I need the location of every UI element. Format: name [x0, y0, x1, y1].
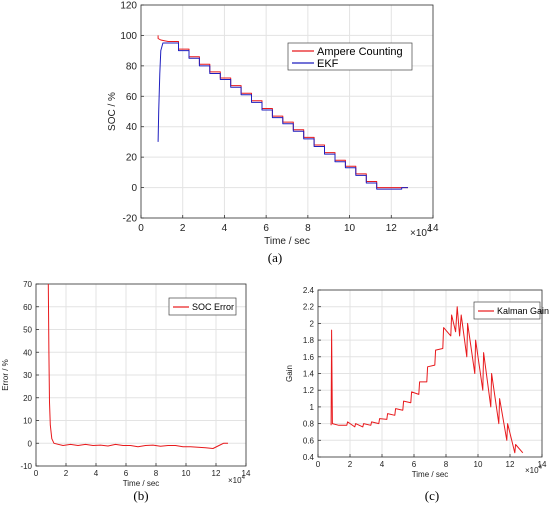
y-tick-label: 80: [126, 61, 138, 72]
x-axis-label: Time / sec: [412, 470, 449, 479]
y-tick-label: 2.2: [303, 303, 315, 312]
y-tick-label: 40: [23, 348, 32, 357]
y-tick-label: 0.4: [303, 453, 315, 462]
y-tick-label: 1: [310, 403, 315, 412]
x-tick-label: 12: [506, 460, 515, 469]
panel-label: (a): [268, 250, 282, 265]
plot-area: [141, 5, 433, 218]
y-tick-label: 60: [23, 303, 32, 312]
y-tick-label: 40: [126, 122, 138, 133]
x-tick-label: 0: [34, 469, 39, 478]
y-tick-label: 2: [310, 319, 315, 328]
legend: Kalman Gain: [473, 301, 549, 320]
x-tick-label: 12: [212, 469, 221, 478]
x-tick-label: 2: [180, 223, 186, 234]
y-tick-label: 120: [120, 1, 137, 12]
y-axis-label: Gain: [285, 365, 294, 382]
x-tick-label: 10: [344, 223, 356, 234]
x-multiplier-label: ×104: [525, 465, 543, 475]
series-line-1: [330, 306, 524, 454]
legend-box: [287, 42, 413, 71]
x-multiplier-label: ×104: [228, 475, 246, 485]
y-tick-label: 20: [126, 153, 138, 164]
x-tick-label: 0: [316, 460, 321, 469]
x-tick-label: 6: [124, 469, 129, 478]
y-tick-label: 0.8: [303, 420, 315, 429]
x-tick-label: 14: [427, 223, 439, 234]
x-tick-label: 14: [242, 469, 251, 478]
legend-label: EKF: [317, 58, 339, 70]
x-tick-label: 2: [64, 469, 69, 478]
panel-label: (c): [425, 488, 439, 503]
y-axis-label: Error / %: [1, 359, 10, 391]
y-tick-label: 20: [23, 394, 32, 403]
x-tick-label: 8: [444, 460, 449, 469]
x-tick-label: 10: [182, 469, 191, 478]
legend-box: [168, 297, 237, 316]
y-tick-label: 10: [23, 417, 32, 426]
x-tick-label: 14: [538, 460, 547, 469]
y-tick-label: 50: [23, 326, 32, 335]
y-tick-label: 0: [28, 439, 33, 448]
y-tick-label: 0.6: [303, 436, 315, 445]
axes-frame: [140, 4, 434, 219]
x-multiplier-exponent: 4: [427, 225, 432, 234]
x-tick-label: 4: [380, 460, 385, 469]
x-tick-label: 6: [263, 223, 269, 234]
y-tick-label: -10: [20, 462, 32, 471]
chart-panel-3: 0 2 4 6 8 10 12 14 0.4 0.6 0.8 1 1.2 1.4 1.6 1.8 2 2.2 2.4…: [285, 286, 549, 503]
x-multiplier-label: ×104: [410, 225, 432, 239]
y-tick-label: 2.4: [303, 286, 315, 295]
x-tick-label: 8: [305, 223, 311, 234]
series-line-2: [157, 42, 408, 190]
legend-box: [473, 301, 541, 320]
x-multiplier-exponent: 4: [242, 475, 246, 481]
y-tick-label: 1.8: [303, 336, 315, 345]
y-tick-label: 1.4: [303, 370, 315, 379]
x-tick-label: 4: [94, 469, 99, 478]
y-tick-label: 1.2: [303, 386, 315, 395]
x-tick-label: 4: [222, 223, 228, 234]
y-tick-label: 70: [23, 280, 32, 289]
x-tick-label: 6: [412, 460, 417, 469]
x-axis-label: Time / sec: [264, 236, 310, 247]
y-tick-label: 60: [126, 92, 138, 103]
legend-label: Ampere Counting: [317, 46, 403, 58]
x-tick-label: 0: [138, 223, 144, 234]
legend: SOC Error: [168, 297, 237, 316]
y-axis-label: SOC / %: [107, 92, 118, 131]
y-tick-label: -20: [123, 214, 138, 225]
x-tick-label: 2: [348, 460, 353, 469]
legend-label: SOC Error: [192, 302, 234, 312]
x-tick-label: 12: [386, 223, 398, 234]
x-multiplier-exponent: 4: [539, 465, 543, 471]
series-line-1: [47, 283, 228, 449]
y-tick-label: 30: [23, 371, 32, 380]
x-tick-label: 8: [154, 469, 159, 478]
y-tick-label: 1.6: [303, 353, 315, 362]
x-axis-label: Time / sec: [123, 479, 160, 488]
panel-label: (b): [133, 488, 148, 503]
legend-label: Kalman Gain: [497, 306, 549, 316]
y-tick-label: 100: [120, 31, 137, 42]
y-tick-label: 0: [131, 183, 137, 194]
x-tick-label: 10: [474, 460, 483, 469]
